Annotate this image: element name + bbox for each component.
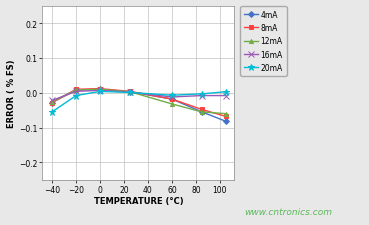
8mA xyxy=(200,109,204,111)
12mA xyxy=(98,89,102,91)
4mA xyxy=(170,98,174,101)
8mA xyxy=(170,98,174,101)
12mA xyxy=(50,101,54,104)
Text: www.cntronics.com: www.cntronics.com xyxy=(244,207,332,216)
Line: 12mA: 12mA xyxy=(50,88,228,116)
12mA xyxy=(74,89,78,92)
20mA xyxy=(224,91,228,94)
Legend: 4mA, 8mA, 12mA, 16mA, 20mA: 4mA, 8mA, 12mA, 16mA, 20mA xyxy=(240,7,287,76)
Y-axis label: ERROR ( % FS): ERROR ( % FS) xyxy=(7,59,17,128)
4mA xyxy=(74,89,78,92)
12mA xyxy=(224,113,228,115)
Line: 20mA: 20mA xyxy=(49,88,230,116)
4mA xyxy=(224,120,228,123)
8mA xyxy=(74,89,78,91)
20mA xyxy=(74,95,78,97)
4mA xyxy=(200,111,204,114)
8mA xyxy=(224,116,228,118)
20mA xyxy=(98,91,102,93)
16mA xyxy=(224,95,228,97)
Line: 8mA: 8mA xyxy=(50,87,228,119)
16mA xyxy=(50,100,54,102)
12mA xyxy=(170,103,174,106)
8mA xyxy=(50,102,54,104)
12mA xyxy=(128,91,132,94)
8mA xyxy=(98,88,102,91)
16mA xyxy=(200,95,204,97)
16mA xyxy=(74,91,78,93)
20mA xyxy=(200,93,204,96)
20mA xyxy=(170,94,174,97)
X-axis label: TEMPERATURE (°C): TEMPERATURE (°C) xyxy=(94,197,183,205)
4mA xyxy=(50,102,54,104)
20mA xyxy=(128,92,132,94)
Line: 16mA: 16mA xyxy=(49,88,229,104)
16mA xyxy=(128,91,132,94)
12mA xyxy=(200,111,204,114)
4mA xyxy=(98,89,102,91)
8mA xyxy=(128,91,132,93)
16mA xyxy=(170,96,174,99)
Line: 4mA: 4mA xyxy=(50,88,228,124)
16mA xyxy=(98,90,102,92)
20mA xyxy=(50,111,54,114)
4mA xyxy=(128,91,132,94)
